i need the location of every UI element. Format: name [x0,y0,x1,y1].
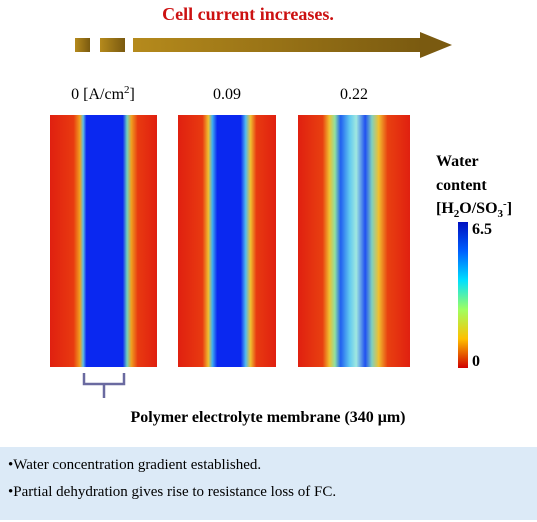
note: •Water concentration gradient establishe… [8,457,261,473]
note: •Partial dehydration gives rise to resis… [8,484,336,500]
water-map [50,115,157,367]
current-arrow [75,32,452,58]
water-map [298,115,410,367]
colorbar-unit: [H2O/SO3-] [436,198,512,220]
current-label: 0.09 [213,86,241,103]
title: Cell current increases. [162,4,334,24]
colorbar [458,222,468,368]
colorbar-title: Water [436,153,479,170]
colorbar-min: 0 [472,353,480,370]
figure: Cell current increases. 0 [A/cm2] 0.09 0… [0,0,537,522]
colorbar-title: content [436,177,487,194]
membrane-bracket [84,373,124,398]
colorbar-max: 6.5 [472,221,492,238]
water-map [178,115,276,367]
current-label: 0.22 [340,86,368,103]
current-label: 0 [A/cm2] [71,84,135,103]
caption: Polymer electrolyte membrane (340 μm) [130,409,405,426]
